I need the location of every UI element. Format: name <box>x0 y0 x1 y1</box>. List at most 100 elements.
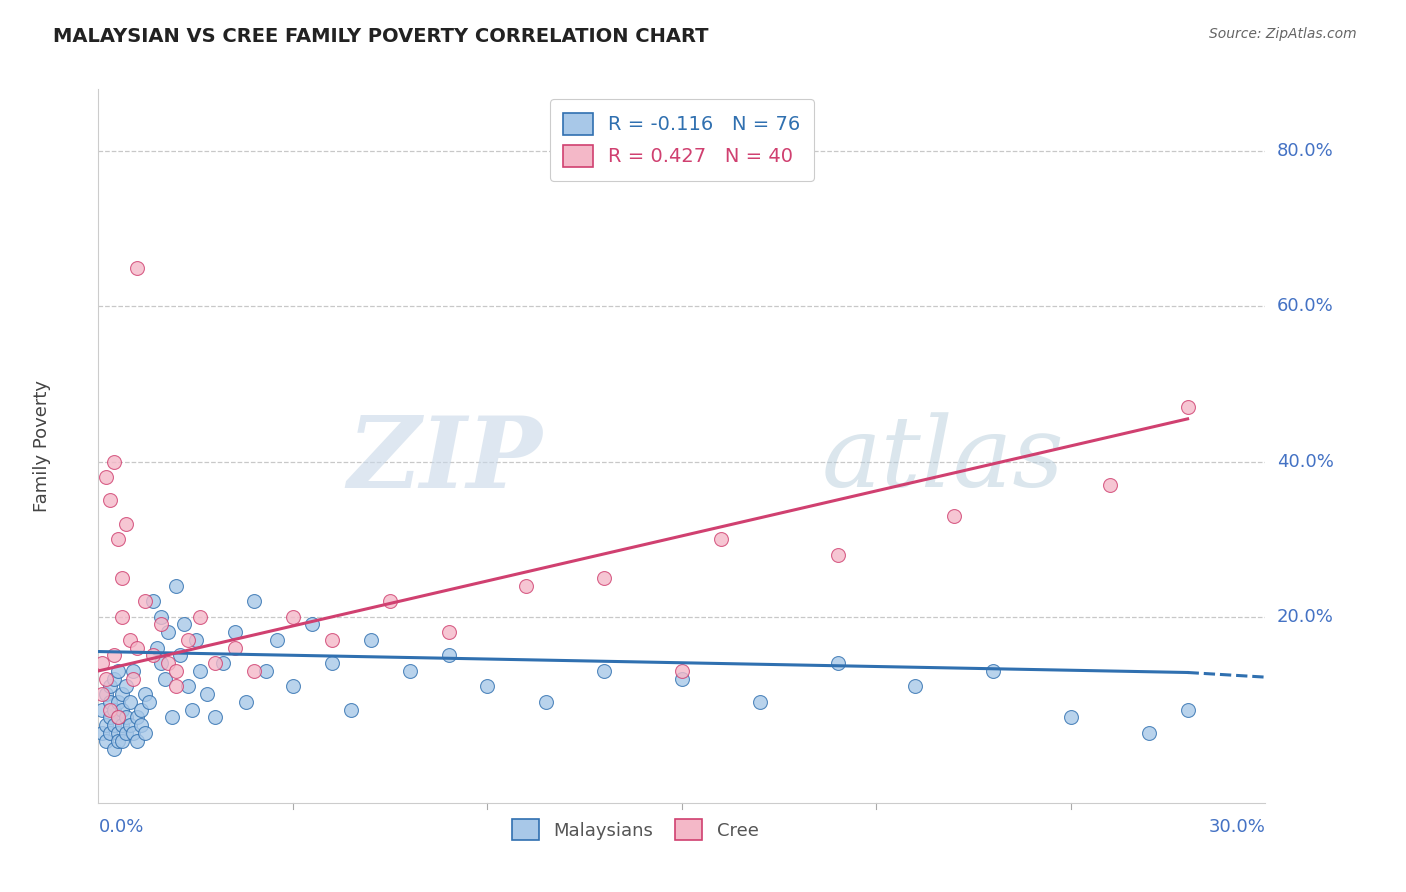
Point <box>111 733 134 747</box>
Point <box>904 680 927 694</box>
Point <box>127 640 149 655</box>
Point <box>142 648 165 663</box>
Point <box>98 710 121 724</box>
Point <box>107 710 129 724</box>
Point <box>103 672 125 686</box>
Point <box>96 687 118 701</box>
Point <box>254 664 277 678</box>
Point <box>107 532 129 546</box>
Point <box>127 733 149 747</box>
Text: 40.0%: 40.0% <box>1277 452 1334 470</box>
Point <box>827 548 849 562</box>
Point <box>98 703 121 717</box>
Point <box>107 726 129 740</box>
Point <box>103 741 125 756</box>
Point <box>98 493 121 508</box>
Point <box>243 594 266 608</box>
Point <box>111 687 134 701</box>
Point <box>266 632 288 647</box>
Point <box>398 664 420 678</box>
Point <box>142 594 165 608</box>
Point <box>981 664 1004 678</box>
Point <box>118 718 141 732</box>
Text: Family Poverty: Family Poverty <box>34 380 52 512</box>
Point <box>157 625 180 640</box>
Point <box>122 726 145 740</box>
Point <box>671 664 693 678</box>
Point <box>1177 703 1199 717</box>
Point <box>380 594 402 608</box>
Point <box>149 609 172 624</box>
Point <box>204 710 226 724</box>
Point <box>321 632 343 647</box>
Point <box>212 656 235 670</box>
Point <box>146 640 169 655</box>
Point <box>127 710 149 724</box>
Point <box>107 733 129 747</box>
Point <box>437 625 460 640</box>
Point <box>118 632 141 647</box>
Point <box>515 579 537 593</box>
Point <box>748 695 770 709</box>
Point <box>165 680 187 694</box>
Point <box>157 656 180 670</box>
Point <box>321 656 343 670</box>
Point <box>138 695 160 709</box>
Point <box>1098 477 1121 491</box>
Text: 0.0%: 0.0% <box>98 818 143 837</box>
Point <box>98 695 121 709</box>
Point <box>1177 401 1199 415</box>
Text: Source: ZipAtlas.com: Source: ZipAtlas.com <box>1209 27 1357 41</box>
Point <box>118 695 141 709</box>
Point <box>122 664 145 678</box>
Point <box>1060 710 1083 724</box>
Legend: Malaysians, Cree: Malaysians, Cree <box>505 812 766 847</box>
Point <box>281 680 304 694</box>
Point <box>107 664 129 678</box>
Point <box>943 508 966 523</box>
Point <box>114 516 136 531</box>
Point <box>127 260 149 275</box>
Point <box>149 656 172 670</box>
Point <box>129 718 152 732</box>
Point <box>103 648 125 663</box>
Point <box>224 625 246 640</box>
Point <box>91 656 114 670</box>
Point <box>114 680 136 694</box>
Point <box>134 594 156 608</box>
Point <box>103 703 125 717</box>
Point <box>96 718 118 732</box>
Point <box>111 571 134 585</box>
Point <box>593 664 616 678</box>
Point <box>122 672 145 686</box>
Point <box>129 703 152 717</box>
Text: 80.0%: 80.0% <box>1277 142 1334 161</box>
Point <box>162 710 184 724</box>
Point <box>153 672 176 686</box>
Point <box>111 718 134 732</box>
Point <box>437 648 460 663</box>
Point <box>96 733 118 747</box>
Point <box>107 710 129 724</box>
Point <box>107 695 129 709</box>
Point <box>671 672 693 686</box>
Point <box>134 687 156 701</box>
Point <box>204 656 226 670</box>
Point <box>96 470 118 484</box>
Point <box>98 680 121 694</box>
Point <box>243 664 266 678</box>
Point <box>103 718 125 732</box>
Point <box>301 617 323 632</box>
Point <box>114 726 136 740</box>
Text: ZIP: ZIP <box>347 412 541 508</box>
Point <box>114 710 136 724</box>
Point <box>177 632 200 647</box>
Text: MALAYSIAN VS CREE FAMILY POVERTY CORRELATION CHART: MALAYSIAN VS CREE FAMILY POVERTY CORRELA… <box>53 27 709 45</box>
Point <box>180 703 202 717</box>
Point <box>1137 726 1160 740</box>
Point <box>188 609 211 624</box>
Point <box>96 672 118 686</box>
Point <box>111 703 134 717</box>
Point <box>224 640 246 655</box>
Point <box>165 579 187 593</box>
